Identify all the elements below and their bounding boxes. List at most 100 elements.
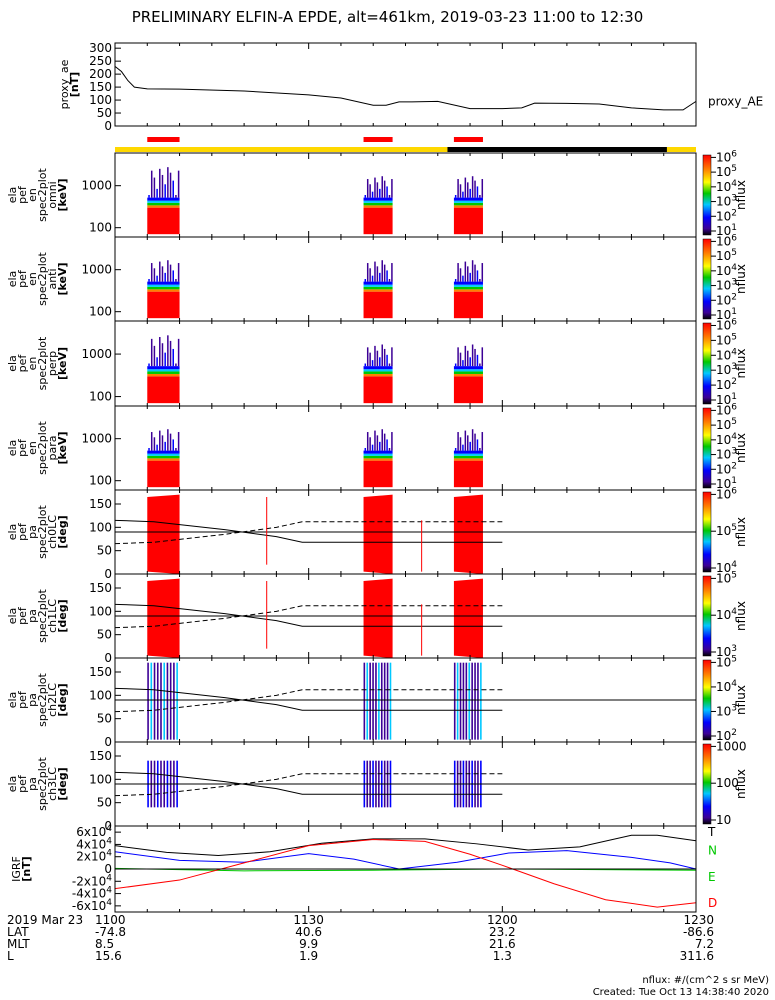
spec-para-sparse-pixel (379, 441, 381, 451)
spec-anti-green-band (147, 286, 180, 290)
spec-perp-ylabel: en (26, 357, 39, 371)
pa-ch2LC-flux-stripe (160, 662, 162, 740)
proxy-ae-legend: proxy_AE (708, 94, 763, 108)
spec-anti-sparse-pixel (454, 279, 457, 282)
proxy-ae-ytick-label: 150 (89, 80, 112, 94)
spec-omni-sparse-pixel (148, 195, 150, 198)
spec-perp-sparse-pixel (454, 363, 457, 367)
spec-omni-blue-band (147, 197, 180, 201)
spec-omni-sparse-pixel (381, 176, 383, 198)
spec-para-sparse-pixel (159, 430, 161, 451)
spec-omni-blue-band (453, 197, 483, 201)
pa-ch2LC-colorbar-label: 103 (716, 703, 737, 718)
spec-omni-sparse-pixel (150, 170, 153, 198)
pa-ch2LC-flux-stripe (462, 662, 465, 740)
spec-anti-colorbar-label: 104 (716, 263, 737, 278)
spec-perp-sparse-pixel (379, 357, 381, 367)
spec-omni-orange-band (147, 205, 180, 208)
proxy-ae-ytick-label: 0 (104, 119, 112, 133)
spec-anti-cyan-band (363, 284, 393, 287)
spec-anti-ylabel: ela (6, 271, 19, 288)
pa-ch2LC-colorbar (703, 660, 711, 740)
pa-ch1LC-ylabel: pa (26, 609, 39, 623)
spec-omni-sparse-pixel (386, 186, 388, 198)
spec-perp-red-block (363, 376, 393, 404)
spec-perp-red-block (147, 376, 180, 404)
spec-anti-sparse-pixel (167, 260, 169, 282)
spec-perp-sparse-pixel (469, 357, 471, 367)
spec-para-sparse-pixel (156, 444, 158, 451)
pa-ch2LC-flux-stripe (363, 662, 366, 740)
time-axis-lat-value: -86.6 (683, 925, 714, 939)
spec-perp-sparse-pixel (479, 363, 481, 367)
spec-perp-cyan-band (147, 369, 180, 372)
time-axis-l-value: 15.6 (95, 949, 122, 963)
spec-omni-cyan-band (453, 200, 483, 203)
spec-omni-sparse-pixel (167, 167, 169, 198)
spec-omni-red-block (363, 207, 393, 235)
spec-anti-green-band (363, 286, 393, 290)
spec-perp-sparse-pixel (371, 360, 374, 367)
spec-para-ylabel: pef (16, 438, 29, 457)
time-axis-lat-value: 40.6 (295, 925, 322, 939)
pa-ch3LC-ytick-label: 0 (104, 819, 112, 833)
spec-omni-green-band (453, 202, 483, 206)
spec-perp-sparse-pixel (150, 338, 153, 367)
spec-perp-sparse-pixel (481, 347, 484, 367)
pa-ch1LC-ytick-label: 100 (89, 604, 112, 618)
science-zone-bar (453, 137, 483, 142)
time-axis-mlt-value: 9.9 (299, 937, 318, 951)
spec-para-green-band (147, 455, 180, 459)
spec-anti-orange-band (363, 289, 393, 292)
spec-para-cyan-band (363, 453, 393, 456)
spec-para-colorbar-label: 104 (716, 432, 737, 447)
pa-ch1LC-ylabel: ela (6, 608, 19, 625)
spec-para-sparse-pixel (172, 439, 174, 451)
spec-anti-blue-band (147, 281, 180, 285)
spec-omni-ytick-label: 100 (89, 221, 112, 235)
spec-anti-colorbar-title: nflux (734, 264, 748, 294)
spec-omni-sparse-pixel (371, 191, 374, 198)
spec-omni-colorbar-label: 101 (716, 223, 737, 238)
pa-ch2LC-colorbar-frame (702, 659, 712, 741)
spec-perp-sparse-pixel (474, 348, 476, 367)
spec-perp-sparse-pixel (369, 352, 371, 367)
orbit-track-bar (447, 147, 667, 152)
spec-perp-colorbar-label: 104 (716, 347, 737, 362)
spec-perp-sparse-pixel (161, 343, 164, 367)
spec-anti-colorbar-label: 103 (716, 278, 737, 293)
spec-omni-colorbar-title: nflux (734, 180, 748, 210)
pa-ch3LC-colorbar-label: 1000 (716, 739, 747, 753)
time-axis-time-label: 1100 (95, 913, 126, 927)
time-axis-l-value: 311.6 (680, 949, 714, 963)
time-axis-l-value: 1.9 (299, 949, 318, 963)
pa-ch2LC-flux-stripe (163, 662, 166, 740)
spec-para-ytick-label: 1000 (81, 432, 112, 446)
pa-ch2LC-flux-stripe (389, 662, 392, 740)
spec-para-sparse-pixel (457, 432, 459, 451)
spec-anti-sparse-pixel (161, 266, 164, 282)
spec-para-orange-band (363, 458, 393, 461)
pa-ch2LC-flux-stripe (375, 662, 377, 740)
spec-anti-sparse-pixel (381, 260, 383, 282)
igrf-ytick-label: -2x104 (72, 873, 112, 888)
pa-ch3LC-colorbar-label: 100 (716, 776, 739, 790)
spec-anti-colorbar-label: 105 (716, 248, 737, 263)
time-axis-mlt-value: 7.2 (695, 937, 714, 951)
plot-title: PRELIMINARY ELFIN-A EPDE, alt=461km, 201… (131, 8, 644, 26)
spec-omni-orange-band (453, 205, 483, 208)
spec-perp-colorbar-label: 106 (716, 317, 737, 332)
spec-omni-sparse-pixel (159, 168, 161, 198)
spec-anti-sparse-pixel (153, 268, 156, 282)
spec-omni-sparse-pixel (374, 177, 376, 198)
pa-ch3LC-ylabel: ela (6, 776, 19, 793)
spec-para-sparse-pixel (371, 444, 374, 451)
igrf-legend-D: D (708, 896, 717, 910)
spec-anti-sparse-pixel (371, 275, 374, 282)
science-zone-bar (147, 137, 180, 142)
time-axis-lat-value: -74.8 (95, 925, 126, 939)
spec-omni-sparse-pixel (464, 177, 467, 198)
igrf-legend-E: E (708, 870, 716, 884)
orbit-track-bar (115, 147, 448, 152)
pa-ch1LC-ylabel: ch1LC (46, 599, 59, 633)
